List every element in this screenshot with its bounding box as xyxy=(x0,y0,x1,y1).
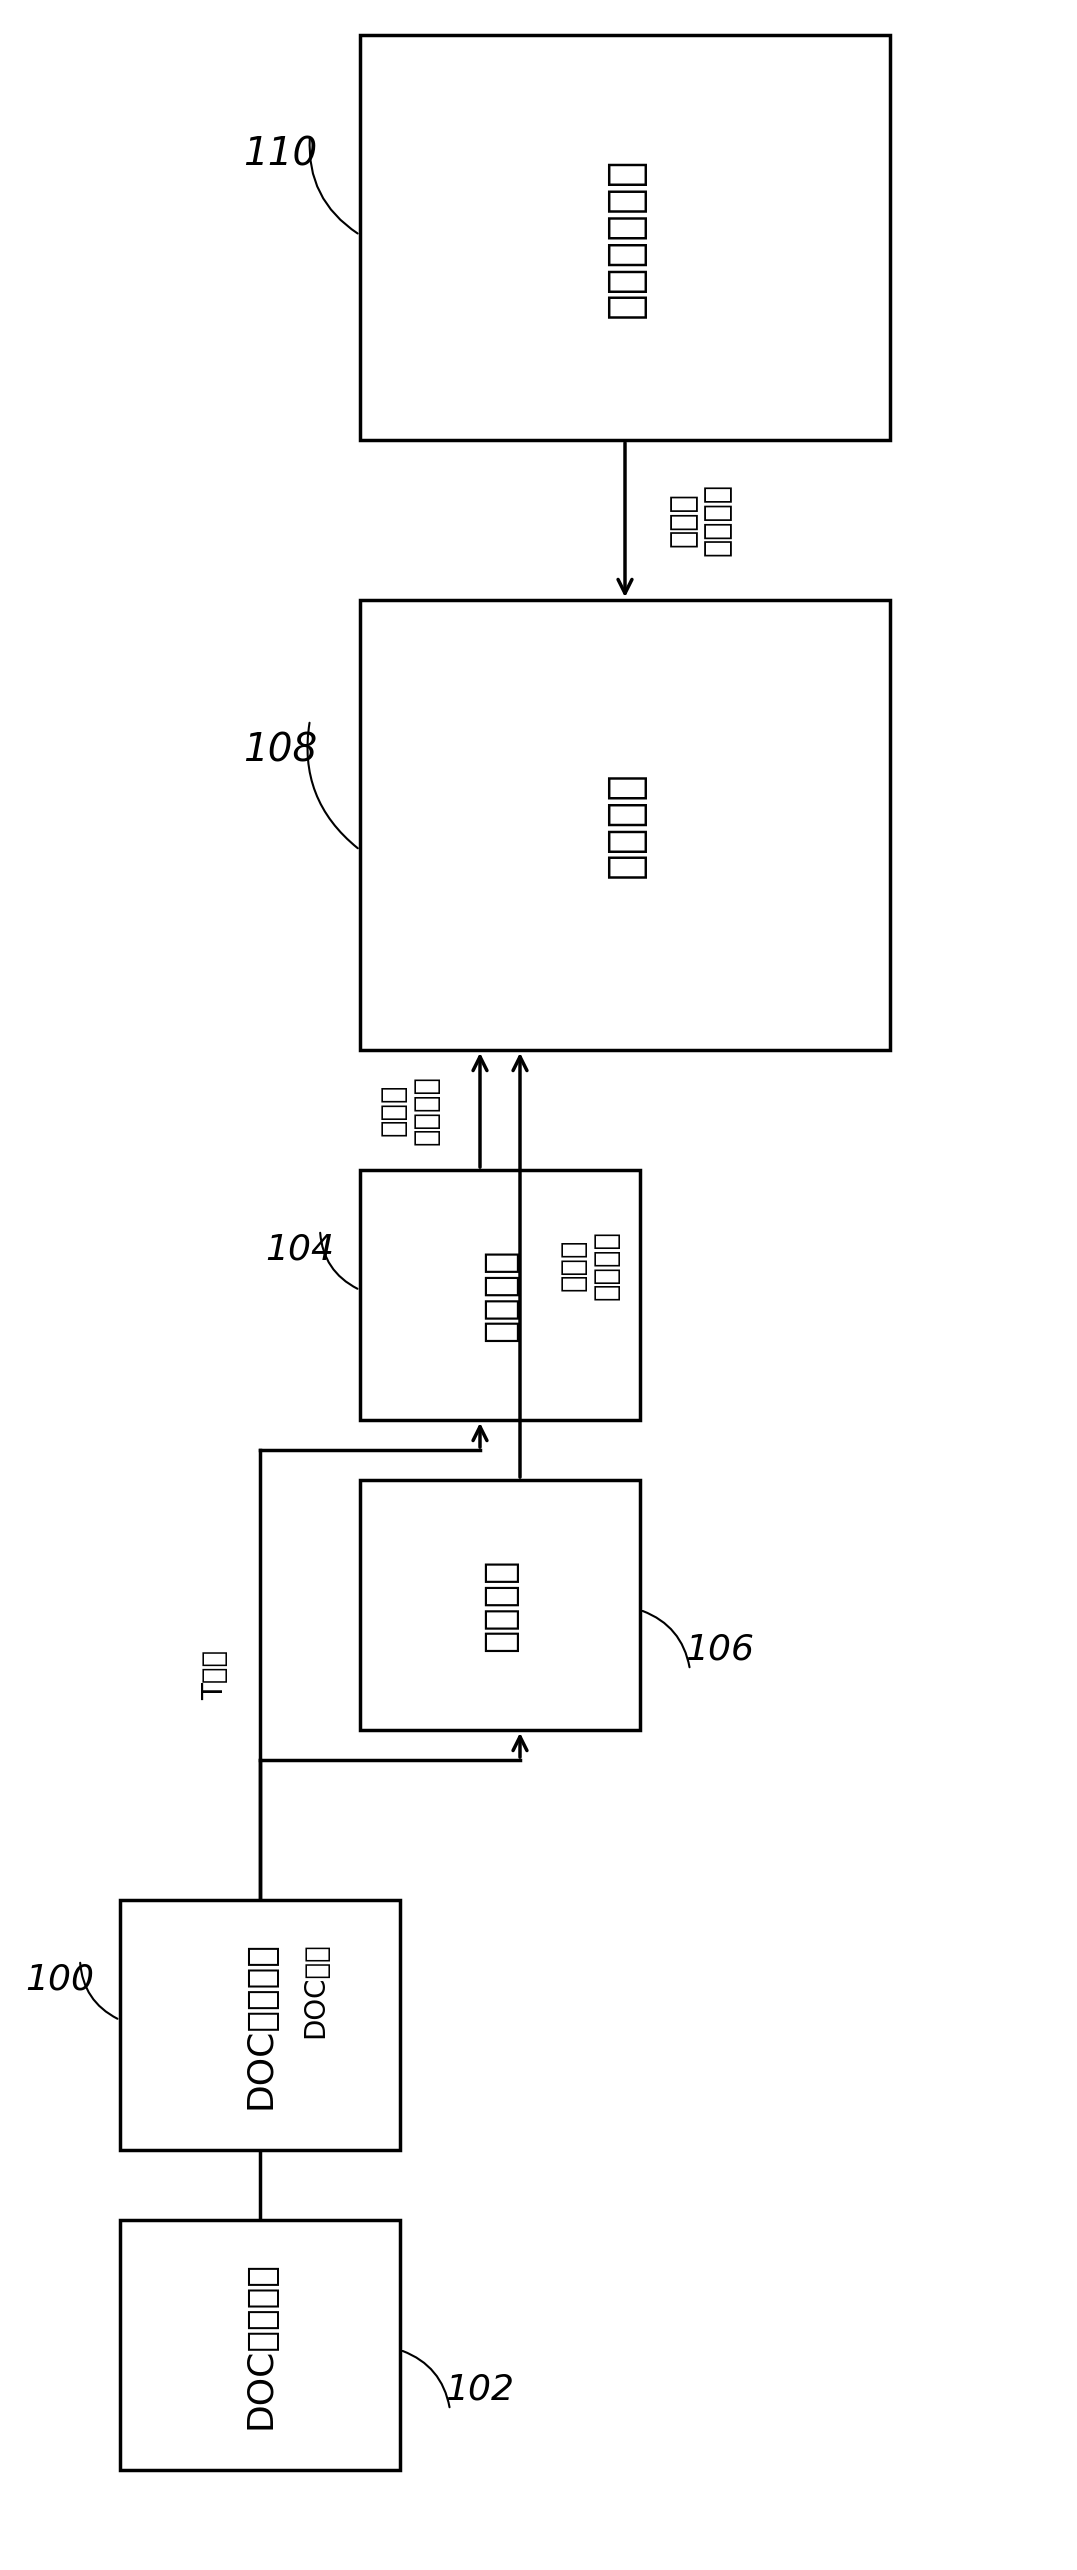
Text: 108: 108 xyxy=(243,730,317,768)
Text: DOC老化: DOC老化 xyxy=(300,1943,328,2038)
Text: 102: 102 xyxy=(446,2372,515,2408)
Text: 106: 106 xyxy=(685,1632,755,1668)
Text: 确定的
点火温度: 确定的 点火温度 xyxy=(669,483,731,558)
Text: 104: 104 xyxy=(266,1234,335,1267)
Text: 估计的
点火温度: 估计的 点火温度 xyxy=(560,1231,620,1300)
Text: 测量点火: 测量点火 xyxy=(481,1249,519,1342)
Bar xyxy=(120,1899,400,2151)
Text: 存储点火温度: 存储点火温度 xyxy=(603,157,646,319)
Text: DOC温度模型: DOC温度模型 xyxy=(243,1940,277,2110)
Text: T表面: T表面 xyxy=(201,1650,229,1701)
Text: 估计点火: 估计点火 xyxy=(481,1557,519,1653)
Text: 计算的
点火温度: 计算的 点火温度 xyxy=(380,1074,440,1146)
Bar xyxy=(360,36,890,439)
Bar xyxy=(360,599,890,1051)
Bar xyxy=(120,2220,400,2470)
Bar xyxy=(360,1169,640,1421)
Bar xyxy=(360,1480,640,1730)
Text: 点火计算: 点火计算 xyxy=(603,771,646,879)
Text: DOC老化估计: DOC老化估计 xyxy=(243,2262,277,2429)
Text: 110: 110 xyxy=(243,136,317,175)
Text: 100: 100 xyxy=(26,1963,95,1997)
